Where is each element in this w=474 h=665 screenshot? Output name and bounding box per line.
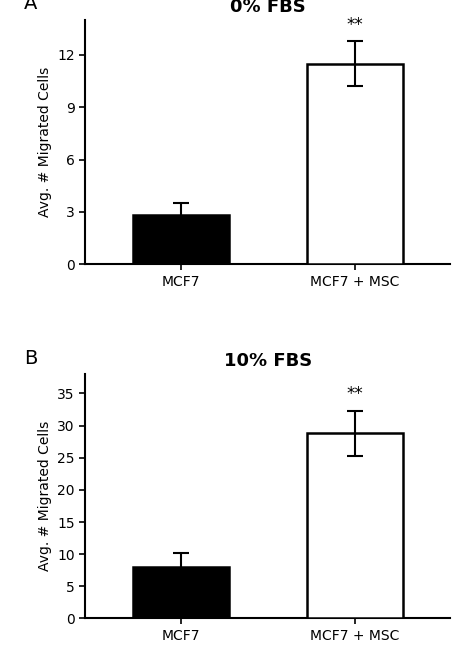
Y-axis label: Avg. # Migrated Cells: Avg. # Migrated Cells <box>38 421 52 571</box>
Y-axis label: Avg. # Migrated Cells: Avg. # Migrated Cells <box>38 67 52 217</box>
Title: 10% FBS: 10% FBS <box>224 352 312 370</box>
Text: **: ** <box>346 15 363 33</box>
Text: A: A <box>24 0 37 13</box>
Bar <box>133 215 228 264</box>
Text: B: B <box>24 348 37 368</box>
Bar <box>307 64 402 264</box>
Bar <box>133 567 228 618</box>
Title: 0% FBS: 0% FBS <box>230 0 306 15</box>
Bar <box>307 434 402 618</box>
Text: **: ** <box>346 386 363 404</box>
